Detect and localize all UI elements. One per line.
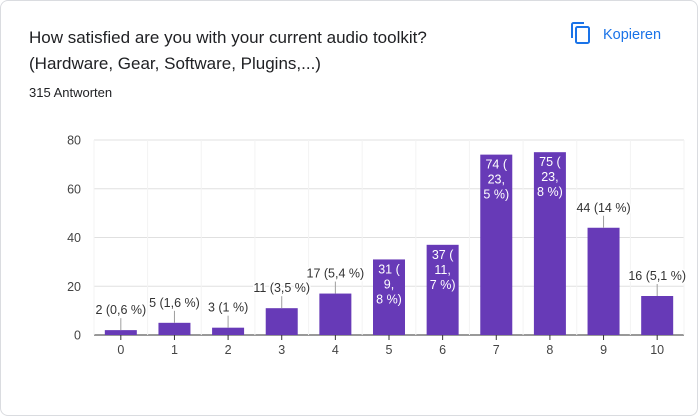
copy-button-label: Kopieren (603, 27, 662, 43)
data-label-9: 44 (14 %) (576, 201, 630, 215)
x-tick-label: 9 (600, 343, 607, 357)
data-label-2: 3 (1 %) (208, 301, 248, 315)
bar-1[interactable] (158, 322, 191, 335)
bar-9[interactable] (587, 227, 620, 335)
copy-icon (569, 21, 591, 49)
data-label-4: 17 (5,4 %) (307, 267, 365, 281)
x-tick-label: 4 (332, 343, 339, 357)
response-count: 315 Antworten (29, 85, 113, 100)
bar-5[interactable] (373, 259, 405, 335)
data-label-6: 37 (11, 7 %) (430, 248, 456, 292)
bar-8[interactable] (533, 152, 566, 335)
bar-10[interactable] (641, 296, 674, 335)
question-title: How satisfied are you with your current … (29, 28, 427, 73)
copy-button[interactable]: Kopieren (561, 19, 669, 51)
x-tick-label: 10 (650, 343, 664, 357)
data-label-0: 2 (0,6 %) (95, 303, 146, 317)
data-label-5: 31 (9, 8 %) (376, 262, 402, 306)
bar-3[interactable] (265, 308, 298, 335)
bar-6[interactable] (426, 244, 459, 335)
x-tick-label: 2 (225, 343, 232, 357)
y-tick-label: 80 (67, 134, 81, 148)
y-tick-label: 0 (74, 329, 81, 343)
y-tick-label: 60 (67, 182, 81, 196)
y-tick-label: 20 (67, 280, 81, 294)
bar-2[interactable] (212, 327, 245, 335)
data-label-3: 11 (3,5 %) (253, 281, 310, 295)
data-label-1: 5 (1,6 %) (149, 296, 200, 310)
x-tick-label: 8 (546, 343, 553, 357)
data-label-7: 74 (23, 5 %) (483, 158, 509, 202)
x-tick-label: 0 (117, 343, 124, 357)
bar-4[interactable] (319, 293, 352, 335)
bar-7[interactable] (480, 154, 513, 335)
x-tick-label: 1 (171, 343, 178, 357)
y-tick-label: 40 (67, 231, 81, 245)
data-label-8: 75 (23, 8 %) (537, 155, 563, 199)
x-tick-label: 7 (493, 343, 500, 357)
data-label-10: 16 (5,1 %) (628, 269, 686, 283)
bar-0[interactable] (104, 330, 137, 335)
x-tick-label: 3 (278, 343, 285, 357)
x-tick-label: 5 (386, 343, 393, 357)
x-tick-label: 6 (439, 343, 446, 357)
